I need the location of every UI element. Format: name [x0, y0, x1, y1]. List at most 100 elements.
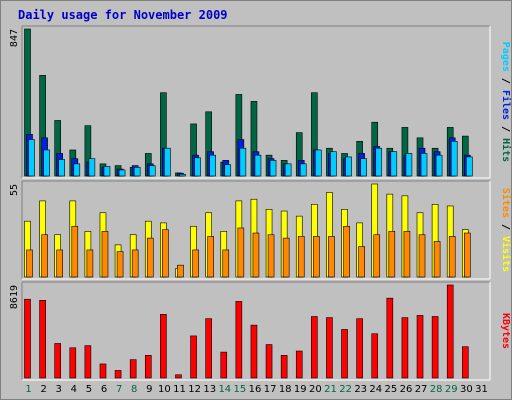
sites-bar-21	[328, 236, 335, 278]
sites-bar-6	[101, 231, 109, 278]
sites-bar-23	[358, 246, 365, 278]
sites-bar-9	[146, 237, 154, 278]
day-label-16: 16	[249, 384, 262, 395]
pages-bar-12	[194, 157, 201, 177]
sites-bar-28	[433, 241, 441, 278]
kbytes-bar-14	[220, 351, 228, 379]
sites-bar-18	[282, 237, 290, 278]
pages-bar-13	[209, 154, 216, 177]
day-label-12: 12	[188, 384, 201, 395]
day-label-27: 27	[415, 384, 428, 395]
pages-bar-7	[118, 169, 126, 177]
kbytes-bar-24	[371, 333, 379, 379]
pages-bar-1	[28, 139, 35, 177]
day-label-10: 10	[158, 384, 171, 395]
kbytes-bar-11	[175, 374, 182, 379]
day-label-18: 18	[279, 384, 292, 395]
kbytes-bar-30	[462, 346, 469, 379]
day-label-3: 3	[56, 384, 62, 395]
pages-bar-11	[179, 173, 186, 177]
sites-bar-25	[388, 231, 396, 278]
day-label-29: 29	[445, 384, 458, 395]
sites-bar-19	[297, 236, 305, 278]
pages-bar-25	[390, 151, 398, 177]
legend-part-2-1: /	[500, 218, 511, 236]
y-axis-max-label-1: 847	[9, 29, 20, 47]
chart-panel-2: 55 Sites / Visits	[9, 180, 512, 280]
legend-part-1-2: Files	[500, 90, 512, 120]
kbytes-bar-18	[280, 355, 288, 379]
pages-bar-5	[88, 158, 96, 177]
sites-bar-13	[207, 236, 214, 278]
kbytes-bar-21	[326, 317, 333, 379]
sites-bar-5	[86, 249, 94, 278]
pages-bar-22	[345, 156, 352, 177]
kbytes-bar-15	[235, 301, 243, 379]
sites-bar-8	[131, 249, 139, 278]
day-label-9: 9	[146, 384, 152, 395]
pages-bar-3	[58, 159, 65, 177]
pages-bar-9	[148, 165, 156, 177]
sites-bar-24	[373, 234, 381, 278]
day-label-4: 4	[71, 384, 77, 395]
pages-bar-14	[224, 164, 232, 177]
kbytes-bar-23	[356, 318, 363, 379]
chart-panel-1: 847 Pages / Files / Hits	[9, 25, 512, 179]
sites-bar-10	[162, 229, 169, 278]
kbytes-bar-26	[401, 317, 409, 379]
pages-bar-15	[239, 147, 247, 177]
sites-bar-7	[116, 251, 124, 278]
pages-bar-24	[375, 147, 383, 177]
day-label-31: 31	[475, 384, 488, 395]
pages-bar-21	[330, 151, 337, 177]
pages-bar-2	[43, 149, 50, 177]
day-label-30: 30	[460, 384, 473, 395]
day-label-2: 2	[40, 384, 46, 395]
kbytes-bar-5	[84, 345, 92, 379]
day-label-21: 21	[324, 384, 337, 395]
kbytes-bar-28	[431, 316, 439, 379]
sites-bar-30	[464, 232, 471, 278]
day-label-8: 8	[131, 384, 137, 395]
pages-bar-26	[405, 153, 413, 177]
day-label-row: 1 2 3 4 5 6 7 8 9 10 11 12 13 14 15 16 17 18 19 20 21 22 23 24 2…	[25, 384, 487, 395]
sites-bar-14	[222, 249, 230, 278]
kbytes-bar-12	[190, 335, 197, 379]
kbytes-bar-17	[265, 344, 273, 379]
sites-bar-17	[267, 234, 275, 278]
kbytes-bar-6	[99, 363, 107, 379]
kbytes-bar-7	[114, 370, 122, 379]
day-label-13: 13	[203, 384, 216, 395]
pages-bar-18	[284, 163, 292, 177]
day-label-15: 15	[234, 384, 247, 395]
pages-bar-28	[435, 154, 443, 177]
kbytes-bar-16	[250, 324, 258, 379]
pages-bar-20	[315, 149, 322, 177]
series-pages	[28, 139, 473, 177]
pages-bar-29	[450, 140, 458, 177]
sites-bar-3	[56, 249, 63, 278]
kbytes-bar-2	[39, 300, 46, 379]
day-label-5: 5	[86, 384, 92, 395]
legend-part-1-1: /	[500, 72, 511, 90]
pages-bar-10	[164, 147, 171, 177]
day-label-23: 23	[354, 384, 367, 395]
kbytes-bar-3	[54, 343, 61, 379]
pages-bar-23	[360, 158, 367, 177]
legend-part-2-2: Visits	[500, 236, 512, 272]
legend-part-1-3: /	[500, 120, 511, 138]
sites-bar-20	[313, 236, 320, 278]
sites-bar-26	[403, 231, 411, 278]
pages-bar-27	[420, 153, 428, 177]
sites-bar-29	[448, 236, 456, 278]
kbytes-bar-20	[311, 316, 318, 379]
kbytes-bar-8	[129, 359, 137, 379]
day-label-28: 28	[430, 384, 443, 395]
sites-bar-4	[71, 225, 79, 278]
pages-bar-4	[73, 163, 81, 177]
chart-panels: 847 Pages / Files / Hits 55 Sites / Visits 8…	[9, 25, 512, 381]
series-sites	[26, 225, 471, 278]
legend-part-3-0: KBytes	[500, 313, 511, 349]
